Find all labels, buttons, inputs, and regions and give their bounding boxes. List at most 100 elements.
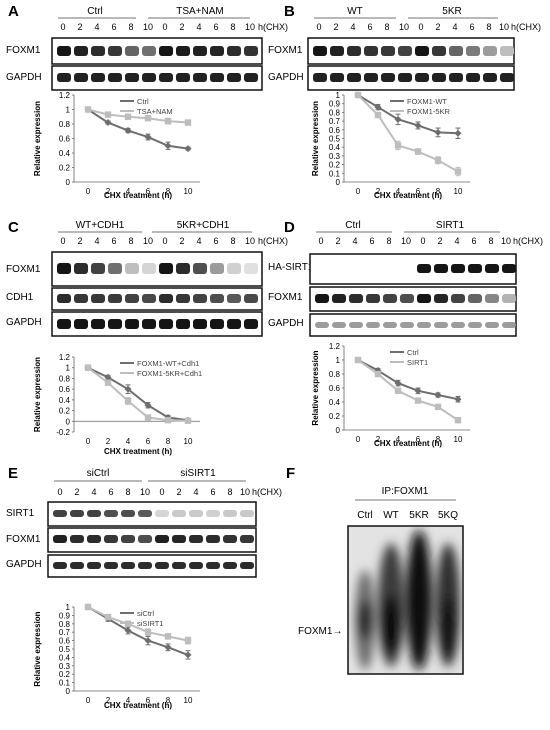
protein-band [53, 535, 67, 543]
time-label: 4 [94, 22, 99, 32]
data-point [394, 387, 402, 394]
panel-b-chart: 00.10.20.30.40.50.60.70.80.910 2 4 6 8 10CHX … [311, 91, 470, 200]
protein-band [91, 46, 105, 56]
time-label: 0 [159, 487, 164, 497]
row-label: GAPDH [6, 317, 42, 328]
time-label: 8 [230, 236, 235, 246]
legend-label: FOXM1-5KR+Cdh1 [137, 369, 202, 378]
group-label: siSIRT1 [180, 468, 216, 479]
data-point [434, 391, 442, 399]
protein-band [193, 73, 207, 82]
time-label: 0 [60, 236, 65, 246]
protein-band [366, 322, 380, 328]
row-label: FOXM1 [6, 264, 41, 275]
data-point [84, 106, 92, 113]
series-line [357, 359, 459, 422]
x-axis-label: CHX treatment (h) [374, 191, 442, 200]
x-tick-label: 0 [86, 187, 91, 196]
legend-label: FOXM1-5KR [407, 107, 451, 116]
protein-band [104, 535, 118, 543]
x-tick-label: 10 [184, 437, 193, 446]
y-tick-label: 1.2 [59, 91, 71, 100]
y-tick-label: 0.3 [59, 662, 71, 671]
protein-band [244, 294, 258, 303]
y-tick-label: 0.4 [329, 398, 341, 407]
smear-band [381, 595, 401, 655]
x-tick-label: 4 [396, 187, 401, 196]
y-tick-label: 0.1 [59, 679, 71, 688]
x-tick-label: 8 [166, 437, 171, 446]
protein-band [104, 562, 118, 569]
x-tick-label: 6 [146, 437, 151, 446]
panel-d-blot: Ctrl SIRT1 0 2 4 6 8 10 0 2 4 6 8 10 h(C… [268, 220, 543, 337]
protein-band [349, 322, 363, 328]
data-point [454, 417, 462, 424]
y-tick-label: 0.2 [329, 412, 341, 421]
data-point [354, 356, 362, 364]
protein-band [347, 46, 361, 56]
y-tick-label: 0.8 [329, 108, 341, 117]
protein-band [159, 319, 173, 329]
protein-band [57, 294, 71, 303]
time-label: 10 [143, 22, 153, 32]
lane-label: WT [383, 510, 399, 521]
protein-band [142, 46, 156, 56]
y-tick-label: -0.2 [56, 428, 70, 437]
protein-band [159, 263, 173, 274]
row-label: HA-SIRT1 [268, 262, 314, 273]
data-point [394, 142, 402, 149]
legend-label: siSIRT1 [137, 619, 164, 628]
protein-band [330, 73, 344, 82]
protein-band [349, 294, 363, 303]
protein-band [432, 73, 446, 82]
time-label: 2 [77, 22, 82, 32]
protein-band [466, 73, 480, 82]
legend-label: FOXM1-WT [407, 97, 447, 106]
foxm1-arrow-label: FOXM1→ [298, 626, 342, 637]
y-tick-label: 0 [66, 178, 71, 187]
x-tick-label: 8 [436, 435, 441, 444]
protein-band [210, 319, 224, 329]
data-point [144, 637, 152, 645]
time-label: 4 [452, 22, 457, 32]
time-label: 4 [193, 487, 198, 497]
row-label: FOXM1 [6, 534, 41, 545]
legend-label: TSA+NAM [137, 107, 173, 116]
panel-a-chart: 0 0.2 0.4 0.6 0.8 1 1.2 0 2 4 6 8 10 CHX treatment (h… [33, 91, 200, 200]
protein-band [244, 263, 258, 274]
data-point [124, 385, 132, 393]
smear-band [406, 530, 432, 670]
panel-f-letter: F [286, 465, 295, 482]
protein-band [121, 562, 135, 569]
y-tick-label: 0.6 [59, 637, 71, 646]
protein-band [502, 294, 516, 303]
time-label: 2 [179, 22, 184, 32]
time-label: 10 [240, 487, 250, 497]
protein-band [451, 264, 465, 273]
x-tick-label: 10 [454, 187, 463, 196]
series-line [87, 366, 189, 422]
protein-band [364, 73, 378, 82]
protein-band [468, 322, 482, 328]
data-point [184, 145, 192, 153]
protein-band [364, 46, 378, 56]
row-label: GAPDH [6, 559, 42, 570]
data-point [104, 613, 112, 621]
protein-band [70, 562, 84, 569]
protein-band [466, 46, 480, 56]
legend-label: siCtrl [137, 609, 154, 618]
protein-band [451, 294, 465, 303]
group-label: WT+CDH1 [76, 220, 125, 231]
data-point [164, 643, 172, 651]
protein-band [332, 294, 346, 303]
protein-band [159, 46, 173, 56]
protein-band [240, 510, 254, 517]
x-tick-label: 10 [184, 187, 193, 196]
y-tick-label: 0.2 [59, 407, 71, 416]
time-label: 6 [469, 22, 474, 32]
protein-band [91, 319, 105, 329]
x-axis-label: CHX treatment (h) [374, 439, 442, 448]
protein-band [313, 46, 327, 56]
data-point [414, 148, 422, 155]
protein-band [449, 46, 463, 56]
